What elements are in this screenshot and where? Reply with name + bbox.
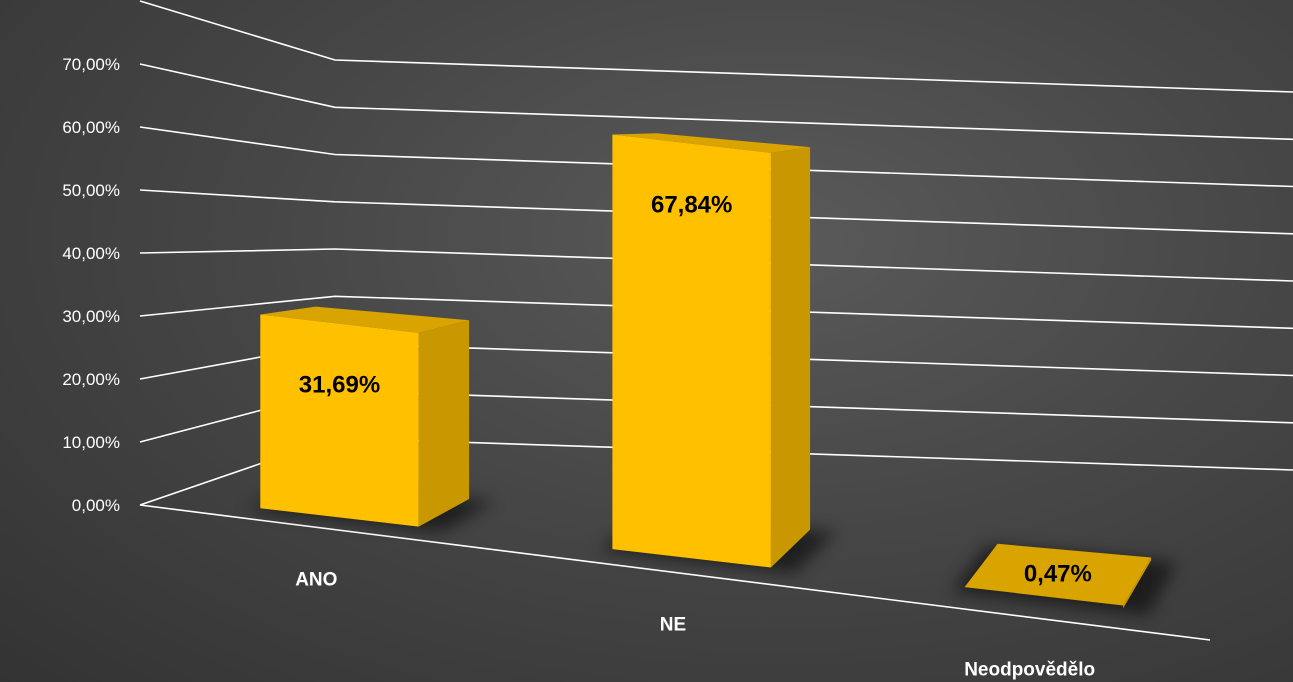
y-tick-label: 70,00% [62,55,120,74]
bar-side-face [418,320,470,527]
gridlines [139,0,1293,506]
bar-side-face [770,147,811,568]
category-label: NE [660,615,686,636]
category-labels: ANO NE Neodpovědělo [295,570,1095,681]
bar: 0,47% [951,543,1177,615]
bar-front-face [612,134,771,568]
y-tick-label: 60,00% [62,118,120,137]
bar-front-face [260,314,419,527]
gridline [139,248,1293,282]
bar-top-face [612,133,811,153]
y-tick-label: 10,00% [62,433,120,452]
y-tick-label: 50,00% [62,181,120,200]
y-tick-label: 30,00% [62,307,120,326]
category-label: Neodpovědělo [964,660,1095,681]
gridline [139,189,1293,235]
y-axis-tick-labels: 0,00% 10,00% 20,00% 30,00% 40,00% 50,00% 60,00… [62,55,120,515]
bar-top-face [964,543,1152,606]
chart-floor [139,504,1211,641]
bar-top-face [260,306,470,333]
category-label: ANO [295,570,337,591]
bar: 31,69% [246,306,495,532]
y-tick-label: 0,00% [72,496,120,515]
y-tick-label: 40,00% [62,244,120,263]
gridline [139,126,1293,188]
gridline [139,0,1293,93]
bars: 31,69% 67,84% 0,47% [246,133,1177,615]
bar-side-face [1123,557,1152,609]
y-tick-label: 20,00% [62,370,120,389]
data-label: 0,47% [1024,560,1092,587]
bar: 67,84% [598,133,836,574]
floor-front-edge [139,504,1211,641]
gridline [139,295,1293,330]
gridline [139,63,1293,141]
data-label: 67,84% [651,192,732,219]
data-label: 31,69% [299,372,380,399]
